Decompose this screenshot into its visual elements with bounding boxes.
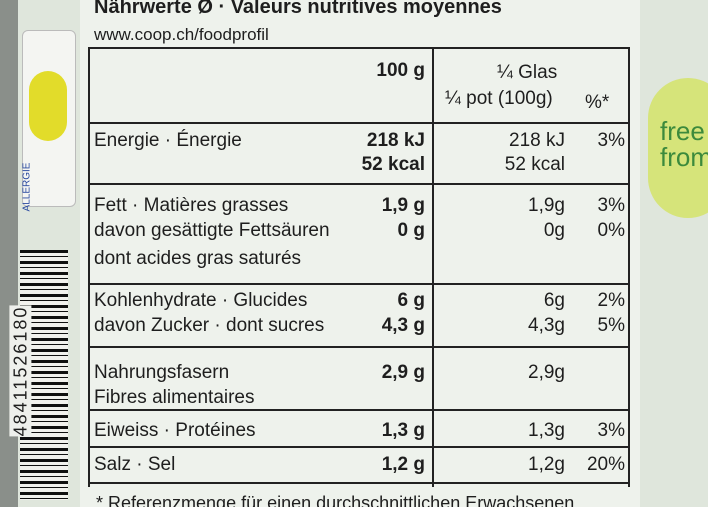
- footer: * Referenzmenge für einen durchschnittli…: [96, 493, 575, 507]
- rule: [88, 346, 630, 348]
- cell: 52 kcal: [504, 154, 565, 175]
- cell: Nahrungsfasern: [94, 362, 230, 383]
- url: www.coop.ch/foodprofil: [94, 25, 269, 44]
- cell: 3%: [597, 195, 625, 216]
- cell: 1,2 g: [381, 454, 425, 475]
- cell: 3%: [597, 420, 625, 441]
- col-header: %*: [585, 92, 610, 113]
- cell: Fibres alimentaires: [94, 387, 255, 408]
- cell: dont acides gras saturés: [94, 248, 302, 269]
- cell: Kohlenhydrate · Glucides: [94, 290, 308, 311]
- cell: davon gesättigte Fettsäuren: [94, 220, 330, 241]
- cell: 1,3g: [528, 420, 565, 441]
- cell: Salz · Sel: [94, 454, 176, 475]
- cell: 3%: [597, 130, 625, 151]
- badge-circle: [29, 71, 67, 141]
- rule: [88, 409, 630, 411]
- cell: 5%: [597, 315, 625, 336]
- col-header: ¼ Glas: [497, 62, 558, 83]
- rule: [88, 122, 630, 124]
- free-from-text: free from: [660, 116, 708, 172]
- cell: 20%: [586, 454, 625, 475]
- cell: 0g: [543, 220, 565, 241]
- cell: 6g: [543, 290, 565, 311]
- cell: 1,2g: [528, 454, 565, 475]
- cell: 2,9g: [528, 362, 565, 383]
- title: Nährwerte Ø · Valeurs nutritives moyenne…: [94, 0, 502, 18]
- col-header: ¼ pot (100g): [445, 88, 553, 109]
- rule: [88, 482, 630, 484]
- cell: 218 kJ: [366, 130, 425, 151]
- allergy-badge: ALLERGIE: [21, 30, 76, 211]
- cell: 4,3 g: [381, 315, 425, 336]
- cell: 1,9 g: [381, 195, 425, 216]
- rule: [88, 183, 630, 185]
- cell: Fett · Matières grasses: [94, 195, 289, 216]
- col-header: 100 g: [376, 60, 425, 81]
- border-left: [88, 47, 90, 487]
- cell: davon Zucker · dont sucres: [94, 315, 325, 336]
- col-divider: [432, 47, 434, 487]
- free-from-badge: [648, 78, 708, 218]
- barcode-digits: 48411526180: [9, 305, 32, 437]
- badge-text: ALLERGIE: [21, 162, 33, 212]
- label-background: [80, 0, 640, 507]
- rule: [88, 446, 630, 448]
- cell: 218 kJ: [509, 130, 565, 151]
- cell: 4,3g: [528, 315, 565, 336]
- cell: 2%: [597, 290, 625, 311]
- cell: 1,3 g: [381, 420, 425, 441]
- cell: 1,9g: [528, 195, 565, 216]
- cell: 6 g: [397, 290, 425, 311]
- rule: [88, 283, 630, 285]
- cell: 0 g: [397, 220, 425, 241]
- border-right: [628, 47, 630, 487]
- rule: [88, 47, 630, 49]
- cell: 52 kcal: [361, 154, 425, 175]
- cell: 2,9 g: [381, 362, 425, 383]
- cell: 0%: [597, 220, 625, 241]
- cell: Eiweiss · Protéines: [94, 420, 256, 441]
- cell: Energie · Énergie: [94, 130, 242, 151]
